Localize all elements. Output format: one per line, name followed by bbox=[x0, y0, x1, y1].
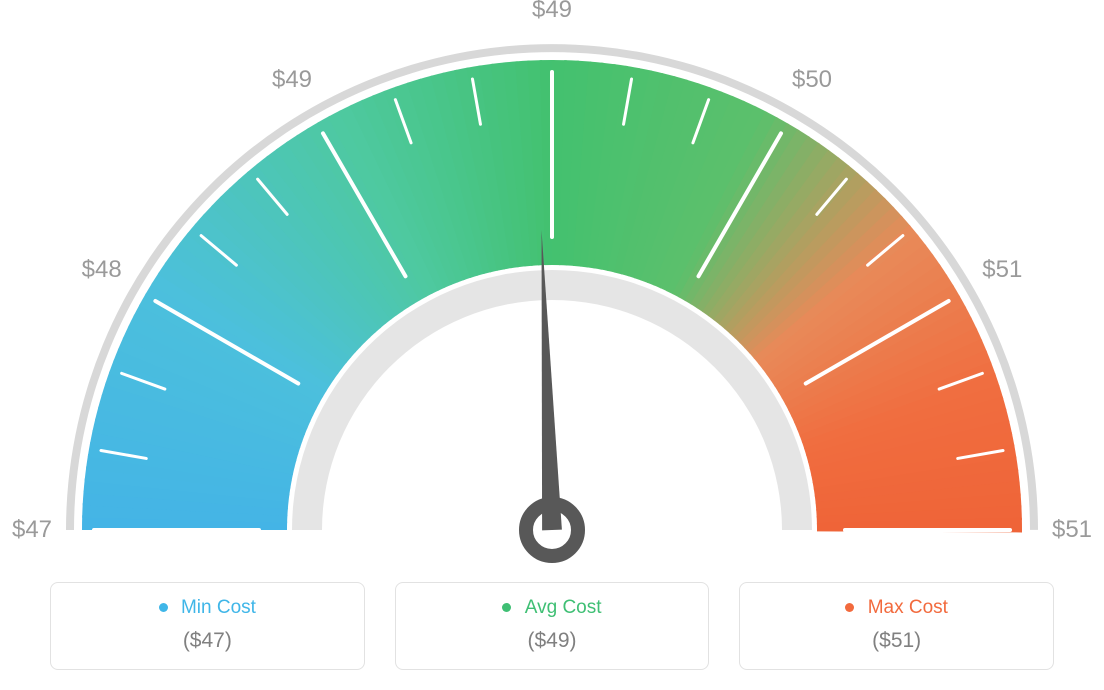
gauge-tick-label: $50 bbox=[792, 66, 832, 94]
legend-label-min: Min Cost bbox=[181, 597, 256, 618]
legend-label-max: Max Cost bbox=[868, 597, 948, 618]
legend-dot-min bbox=[159, 603, 168, 612]
gauge-tick-label: $51 bbox=[1052, 516, 1092, 544]
legend-value-avg: ($49) bbox=[406, 629, 699, 653]
gauge-svg bbox=[52, 10, 1052, 570]
gauge-tick-label: $48 bbox=[82, 256, 122, 284]
legend-dot-avg bbox=[502, 603, 511, 612]
legend-value-max: ($51) bbox=[750, 629, 1043, 653]
gauge-tick-label: $51 bbox=[982, 256, 1022, 284]
legend-label-avg: Avg Cost bbox=[525, 597, 602, 618]
legend-value-min: ($47) bbox=[61, 629, 354, 653]
gauge-tick-label: $49 bbox=[532, 0, 572, 24]
legend-dot-max bbox=[845, 603, 854, 612]
legend-card-avg: Avg Cost ($49) bbox=[395, 582, 710, 670]
legend-card-min: Min Cost ($47) bbox=[50, 582, 365, 670]
gauge-tick-label: $49 bbox=[272, 66, 312, 94]
gauge-chart: $47 $48 $49 $49 $50 $51 $51 bbox=[0, 0, 1104, 570]
legend-row: Min Cost ($47) Avg Cost ($49) Max Cost (… bbox=[50, 582, 1054, 670]
legend-card-max: Max Cost ($51) bbox=[739, 582, 1054, 670]
gauge-tick-label: $47 bbox=[12, 516, 52, 544]
